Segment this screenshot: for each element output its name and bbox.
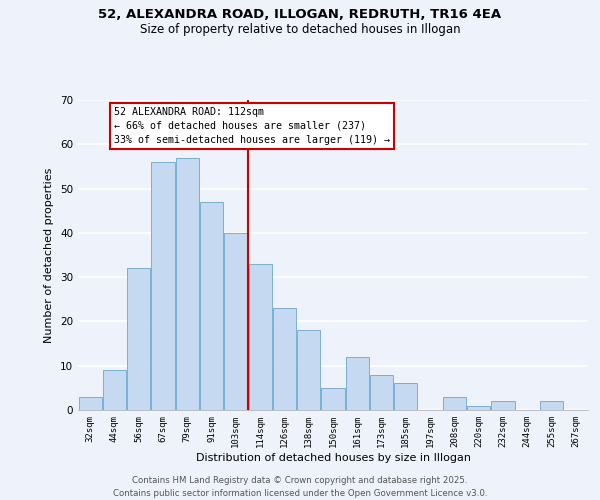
Bar bbox=[176, 158, 199, 410]
Bar bbox=[491, 401, 515, 410]
Bar bbox=[151, 162, 175, 410]
Text: Contains HM Land Registry data © Crown copyright and database right 2025.
Contai: Contains HM Land Registry data © Crown c… bbox=[113, 476, 487, 498]
Y-axis label: Number of detached properties: Number of detached properties bbox=[44, 168, 55, 342]
Bar bbox=[200, 202, 223, 410]
Bar bbox=[79, 396, 101, 410]
Bar bbox=[394, 384, 418, 410]
Bar bbox=[322, 388, 344, 410]
Bar bbox=[127, 268, 150, 410]
Bar bbox=[370, 374, 393, 410]
Text: 52, ALEXANDRA ROAD, ILLOGAN, REDRUTH, TR16 4EA: 52, ALEXANDRA ROAD, ILLOGAN, REDRUTH, TR… bbox=[98, 8, 502, 20]
Bar bbox=[224, 233, 247, 410]
Bar bbox=[467, 406, 490, 410]
Text: 52 ALEXANDRA ROAD: 112sqm
← 66% of detached houses are smaller (237)
33% of semi: 52 ALEXANDRA ROAD: 112sqm ← 66% of detac… bbox=[115, 106, 391, 144]
X-axis label: Distribution of detached houses by size in Illogan: Distribution of detached houses by size … bbox=[196, 452, 470, 462]
Bar bbox=[273, 308, 296, 410]
Bar bbox=[443, 396, 466, 410]
Bar bbox=[103, 370, 126, 410]
Bar bbox=[248, 264, 272, 410]
Bar bbox=[297, 330, 320, 410]
Text: Size of property relative to detached houses in Illogan: Size of property relative to detached ho… bbox=[140, 22, 460, 36]
Bar bbox=[540, 401, 563, 410]
Bar bbox=[346, 357, 369, 410]
